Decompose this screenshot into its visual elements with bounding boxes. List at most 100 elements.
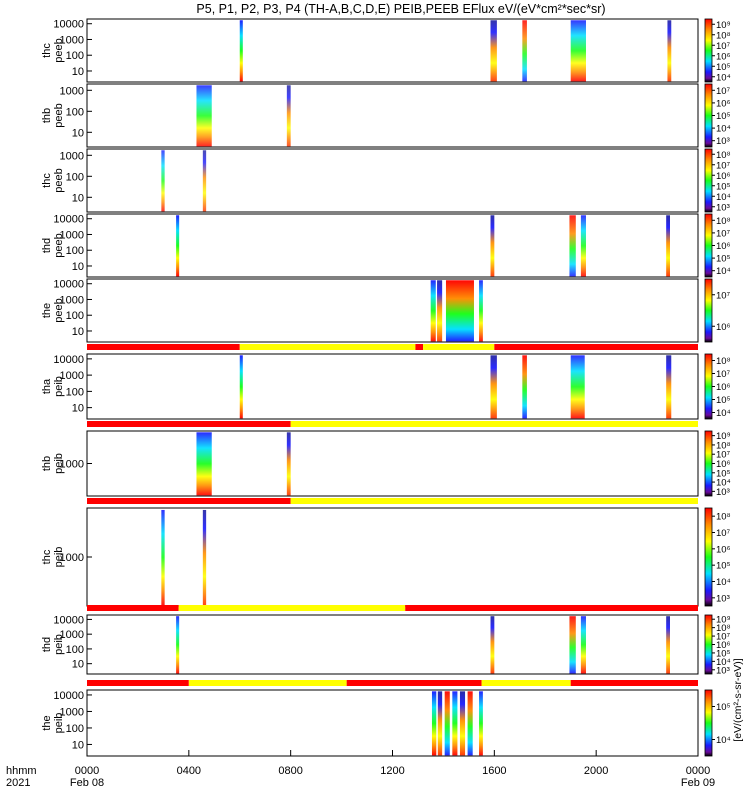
spectrogram-burst [286, 85, 291, 147]
spectrogram-burst [666, 355, 672, 419]
colorbar [704, 278, 713, 343]
spectrogram-burst [570, 355, 585, 419]
colorbar [704, 614, 713, 675]
panel-probe-label: the [41, 715, 53, 730]
mode-bar-segment [188, 680, 347, 686]
colorbar-tick-label: 10⁶ [716, 322, 731, 333]
panel-probe-label: the [41, 303, 53, 318]
y-tick-label: 100 [66, 310, 84, 322]
panel-product-label: peib [53, 547, 65, 568]
y-tick-label: 1000 [60, 294, 84, 306]
mode-bar-segment [239, 344, 416, 350]
spectrogram-burst [490, 215, 495, 277]
y-tick-label: 10000 [53, 690, 84, 702]
colorbar-tick-label: 10⁶ [716, 544, 731, 555]
y-tick-label: 10000 [53, 214, 84, 226]
y-tick-label: 100 [66, 723, 84, 735]
figure-title: P5, P1, P2, P3, P4 (TH-A,B,C,D,E) PEIB,P… [196, 2, 605, 16]
mode-bar-segment [87, 605, 179, 611]
panel-probe-label: thc [41, 173, 53, 188]
colorbar-tick-label: 10⁷ [716, 86, 731, 97]
colorbar-tick-label: 10⁴ [716, 266, 731, 277]
panel-background [87, 431, 698, 496]
panel-frame [86, 213, 699, 278]
colorbar-tick-label: 10⁸ [716, 216, 731, 227]
colorbar [704, 430, 713, 497]
y-tick-label: 1000 [60, 629, 84, 641]
colorbar-tick-label: 10⁶ [716, 171, 731, 182]
colorbar-tick-label: 10⁵ [716, 395, 731, 406]
colorbar-tick-label: 10⁸ [716, 623, 731, 634]
panel-background [87, 615, 698, 674]
spectrogram-burst [580, 215, 586, 277]
time-tick-date-label: Feb 08 [70, 777, 104, 789]
spectrogram-burst [522, 355, 527, 419]
y-tick-label: 10 [72, 326, 84, 338]
mode-bar-segment [290, 421, 698, 427]
spectrogram-burst [176, 616, 180, 674]
spectrogram-burst [479, 280, 483, 342]
spectrogram-burst [452, 691, 458, 756]
spectrogram-burst [490, 20, 497, 82]
y-tick-label: 10000 [53, 614, 84, 626]
colorbar-tick-label: 10⁷ [716, 369, 731, 380]
y-tick-label: 1000 [60, 85, 84, 97]
panel-product-label: peeb [53, 103, 65, 127]
colorbar-tick-label: 10⁶ [716, 640, 731, 651]
panel-probe-label: thb [41, 108, 53, 123]
mode-bar-segment [481, 680, 571, 686]
y-tick-label: 1000 [60, 552, 84, 564]
panel-frame [86, 614, 699, 675]
mode-bar-segment [87, 344, 240, 350]
panel-probe-label: thb [41, 456, 53, 471]
colorbar-tick-label: 10⁷ [716, 41, 731, 52]
y-tick-label: 1000 [60, 229, 84, 241]
colorbar-tick-label: 10⁴ [716, 657, 731, 668]
colorbar-tick-label: 10⁷ [716, 290, 731, 301]
colorbar-tick-label: 10⁵ [716, 648, 731, 659]
time-axis-row-label-year: 2021 [6, 777, 30, 789]
panel-product-label: peeb [53, 233, 65, 257]
mode-bar-segment [178, 605, 406, 611]
colorbar-tick-label: 10⁶ [716, 98, 731, 109]
mode-bar-segment [415, 344, 424, 350]
colorbar [704, 353, 713, 420]
colorbar-tick-label: 10⁸ [716, 30, 731, 41]
y-tick-label: 100 [66, 171, 84, 183]
colorbar-tick-label: 10⁵ [716, 62, 731, 73]
spectrogram-burst [176, 215, 180, 277]
colorbar-tick-label: 10⁶ [716, 459, 731, 470]
colorbar-tick-label: 10⁴ [716, 408, 731, 419]
y-tick-label: 1000 [60, 150, 84, 162]
panel-background [87, 149, 698, 212]
y-tick-label: 100 [66, 50, 84, 62]
colorbar-tick-label: 10⁹ [716, 431, 731, 442]
colorbar-tick-label: 10⁷ [716, 450, 731, 461]
y-tick-label: 100 [66, 644, 84, 656]
spectrogram-burst [580, 616, 586, 674]
mode-bar-segment [494, 344, 698, 350]
spectrogram-burst [444, 691, 450, 756]
spectrogram-burst [161, 509, 165, 606]
spectrogram-burst [202, 150, 207, 212]
spectrogram-burst [445, 280, 474, 342]
spectrogram-burst [569, 616, 576, 674]
colorbar-tick-label: 10⁴ [716, 577, 731, 588]
panel-background [87, 214, 698, 277]
colorbar [704, 148, 713, 213]
colorbar-tick-label: 10⁷ [716, 160, 731, 171]
time-tick-label: 0400 [177, 765, 201, 777]
spectrogram-burst [667, 20, 672, 82]
colorbar-tick-label: 10⁴ [716, 478, 731, 489]
panel-frame [86, 83, 699, 148]
y-tick-label: 10 [72, 66, 84, 78]
spectrogram-burst [437, 280, 443, 342]
panel-background [87, 19, 698, 82]
y-tick-label: 10000 [53, 354, 84, 366]
colorbar [704, 83, 713, 148]
colorbar-tick-label: 10⁶ [716, 241, 731, 252]
panel-thc-peib: 1000 thc peib 10⁸ 10⁷ 10⁶ 10⁵ 10⁴ 10³ [41, 498, 731, 607]
time-tick-label: 1200 [380, 765, 404, 777]
